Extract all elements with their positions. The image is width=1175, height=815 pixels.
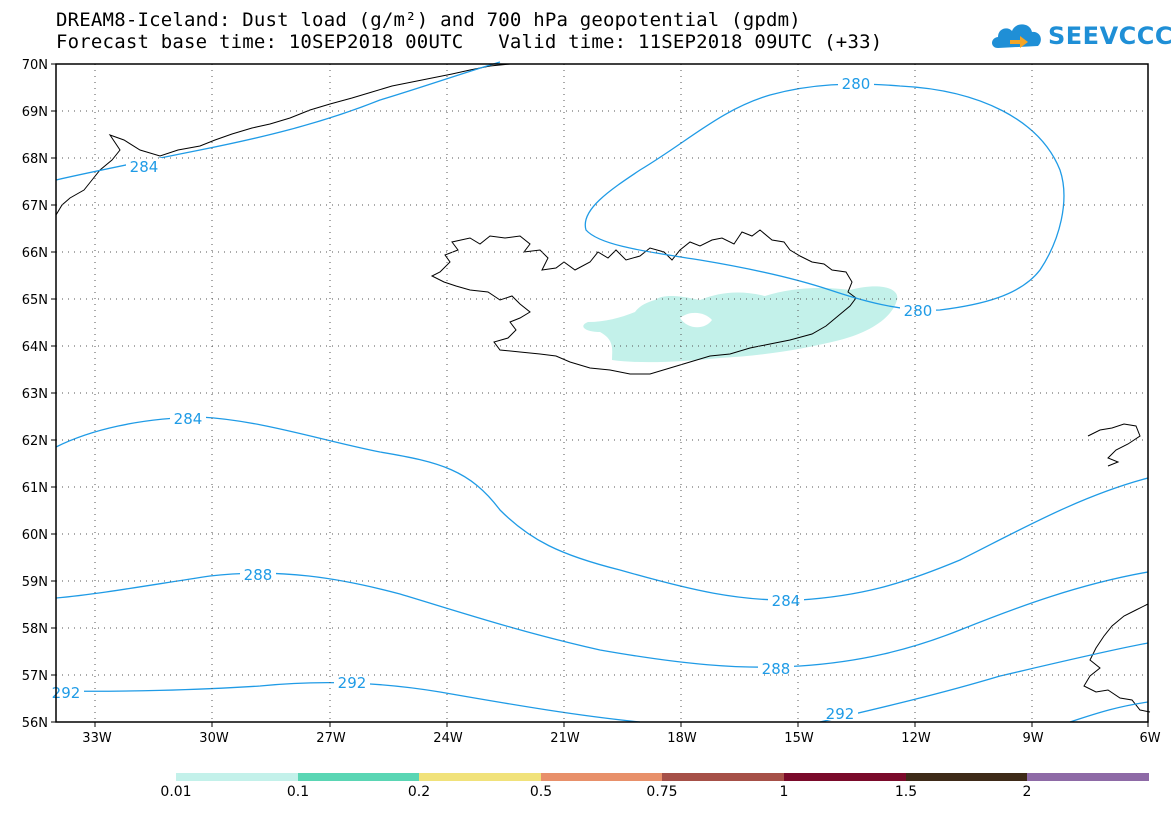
logo-text: SEEVCCC <box>1048 22 1173 50</box>
lat-label: 66N <box>22 246 48 261</box>
greenland-coastline <box>55 63 511 216</box>
contour-label: 292 <box>52 684 81 702</box>
colorbar-segment <box>906 773 1027 781</box>
lon-label: 27W <box>316 731 346 746</box>
colorbar-segment <box>541 773 662 781</box>
lon-label: 33W <box>82 731 112 746</box>
contour-292-far-east <box>1069 701 1149 723</box>
colorbar-label: 0.5 <box>529 784 553 800</box>
faroe-coastline <box>1087 423 1141 467</box>
contour-292-east <box>819 642 1149 723</box>
lat-label: 64N <box>22 340 48 355</box>
map-title-line2: Forecast base time: 10SEP2018 00UTC Vali… <box>56 31 883 53</box>
iceland-coastline <box>430 229 857 375</box>
lon-label: 30W <box>199 731 229 746</box>
lon-label: 6W <box>1139 731 1160 746</box>
cloud-arrow-logo <box>992 24 1041 48</box>
map-title-line1: DREAM8-Iceland: Dust load (g/m²) and 700… <box>56 9 801 31</box>
lat-label: 65N <box>22 293 48 308</box>
colorbar-segment <box>662 773 784 781</box>
contour-284-south <box>55 416 1149 601</box>
lon-label: 9W <box>1022 731 1043 746</box>
dust-load-spot <box>620 314 645 325</box>
colorbar-label: 0.1 <box>286 784 310 800</box>
lat-label: 69N <box>22 105 48 120</box>
lat-label: 60N <box>22 528 48 543</box>
contour-280 <box>584 83 1065 311</box>
contour-label: 280 <box>904 302 933 320</box>
colorbar-segment <box>1027 773 1149 781</box>
contour-label: 284 <box>772 592 801 610</box>
contour-288 <box>55 571 1149 668</box>
contour-label: 292 <box>338 674 367 692</box>
lon-label: 24W <box>433 731 463 746</box>
lon-label: 15W <box>784 731 814 746</box>
dust-gap <box>680 312 712 328</box>
contour-label: 288 <box>762 660 791 678</box>
contour-label: 280 <box>842 75 871 93</box>
lat-label: 62N <box>22 434 48 449</box>
lat-label: 68N <box>22 152 48 167</box>
colorbar-segment <box>784 773 906 781</box>
colorbar-label: 0.75 <box>646 784 678 800</box>
contour-label: 284 <box>130 158 159 176</box>
colorbar-label: 1.5 <box>894 784 918 800</box>
lon-label: 18W <box>667 731 697 746</box>
scotland-coastline <box>1083 603 1151 713</box>
lat-label: 70N <box>22 58 48 73</box>
lat-label: 57N <box>22 669 48 684</box>
lat-label: 59N <box>22 575 48 590</box>
lon-label: 12W <box>901 731 931 746</box>
lon-label: 21W <box>550 731 580 746</box>
colorbar-segment <box>419 773 541 781</box>
contour-label: 292 <box>826 705 855 723</box>
lat-label: 67N <box>22 199 48 214</box>
contour-label: 284 <box>174 410 203 428</box>
lat-label: 63N <box>22 387 48 402</box>
contour-label: 288 <box>244 566 273 584</box>
lat-label: 58N <box>22 622 48 637</box>
colorbar-label: 0.01 <box>160 784 192 800</box>
colorbar-segment <box>298 773 419 781</box>
colorbar-label: 1 <box>779 784 789 800</box>
colorbar-label: 2 <box>1022 784 1032 800</box>
lat-label: 56N <box>22 716 48 731</box>
colorbar-label: 0.2 <box>407 784 431 800</box>
contour-284-north <box>55 61 501 181</box>
colorbar-segment <box>176 773 298 781</box>
lat-label: 61N <box>22 481 48 496</box>
dust-load-area <box>583 286 898 363</box>
